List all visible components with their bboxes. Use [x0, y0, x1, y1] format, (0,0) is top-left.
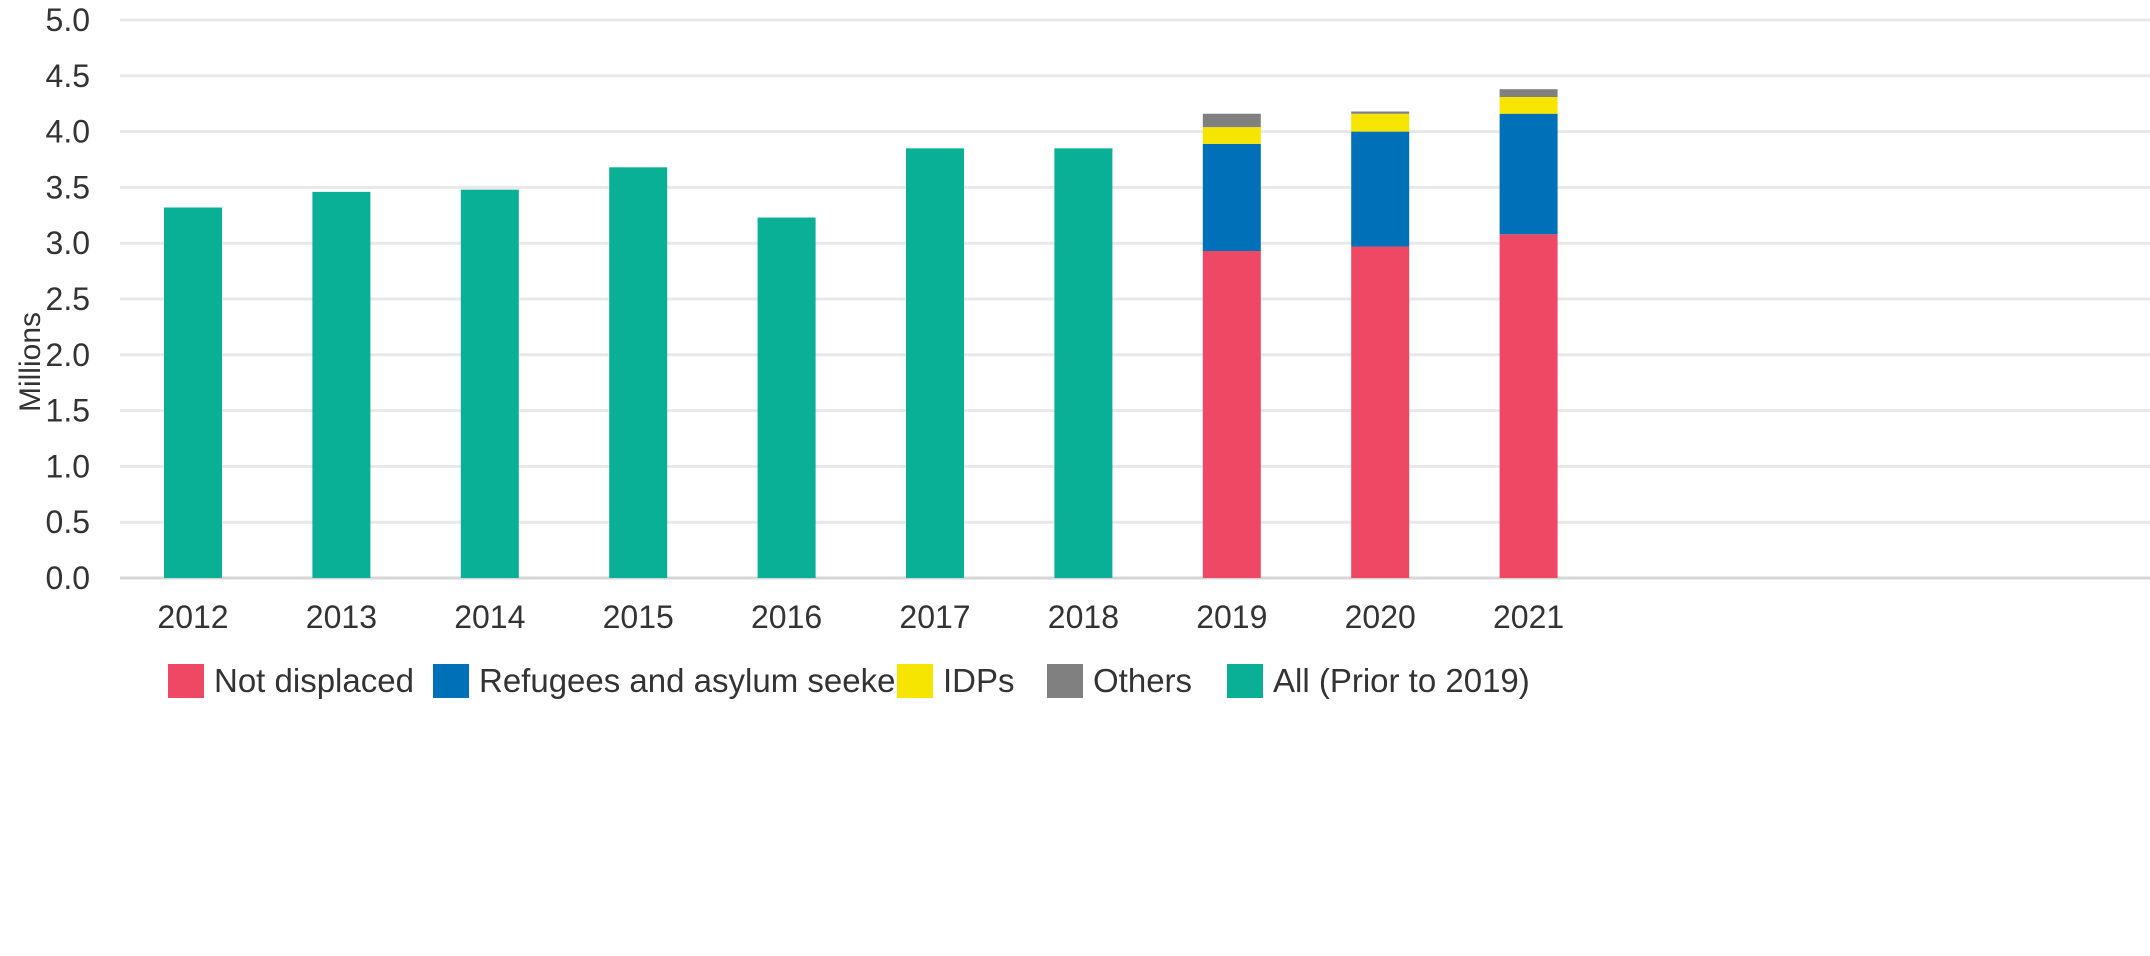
- y-axis-ticks: 0.0 0.5 1.0 1.5 2.0 2.5 3.0 3.5 4.0 4.5 5.0: [46, 2, 90, 596]
- x-tick-label: 2015: [603, 599, 674, 635]
- y-tick-label: 4.5: [46, 58, 90, 94]
- bar-segment: [312, 191, 371, 578]
- x-tick-label: 2020: [1345, 599, 1416, 635]
- bar-segment: [1499, 89, 1558, 98]
- bar-segment: [1499, 234, 1558, 578]
- legend-swatch: [433, 664, 469, 698]
- bar-segment: [906, 148, 964, 578]
- bar-segment: [1351, 111, 1410, 114]
- y-tick-label: 2.5: [46, 281, 90, 317]
- x-tick-label: 2019: [1196, 599, 1267, 635]
- x-tick-label: 2021: [1493, 599, 1564, 635]
- y-tick-label: 3.0: [46, 225, 90, 261]
- y-tick-label: 0.0: [46, 560, 90, 596]
- legend-swatch: [1047, 664, 1083, 698]
- y-tick-label: 0.5: [46, 504, 90, 540]
- bar-segment: [1499, 113, 1558, 235]
- bar-segment: [757, 217, 816, 579]
- legend: Not displaced Refugees and asylum seekers…: [168, 662, 1530, 699]
- legend-swatch: [1227, 664, 1263, 698]
- bar-segment: [1202, 251, 1261, 578]
- legend-label: All (Prior to 2019): [1273, 662, 1530, 699]
- bars: [164, 89, 1558, 579]
- bar-segment: [460, 189, 519, 578]
- bar-segment: [1054, 148, 1113, 578]
- x-tick-label: 2017: [899, 599, 970, 635]
- x-tick-label: 2014: [454, 599, 525, 635]
- bar-segment: [1202, 127, 1261, 144]
- legend-label: Not displaced: [214, 662, 414, 699]
- bar-segment: [1351, 113, 1410, 132]
- x-tick-label: 2018: [1048, 599, 1119, 635]
- x-tick-label: 2013: [306, 599, 377, 635]
- bar-segment: [1351, 246, 1410, 578]
- y-tick-label: 3.5: [46, 169, 90, 205]
- bar-segment: [164, 207, 222, 578]
- y-tick-label: 1.0: [46, 448, 90, 484]
- x-tick-label: 2012: [157, 599, 228, 635]
- y-tick-label: 4.0: [46, 114, 90, 150]
- bar-segment: [1351, 131, 1410, 247]
- bar-segment: [1202, 143, 1261, 252]
- legend-label: Others: [1093, 662, 1192, 699]
- bar-segment: [1202, 113, 1261, 128]
- bar-segment: [609, 167, 668, 578]
- y-tick-label: 1.5: [46, 393, 90, 429]
- y-axis-title: Millions: [14, 312, 47, 412]
- gridlines: [120, 18, 2150, 580]
- legend-swatch: [168, 664, 204, 698]
- legend-swatch: [897, 664, 933, 698]
- x-axis-ticks: 2012 2013 2014 2015 2016 2017 2018 2019 2020 2021: [157, 599, 1564, 635]
- legend-label: IDPs: [943, 662, 1015, 699]
- x-tick-label: 2016: [751, 599, 822, 635]
- y-tick-label: 2.0: [46, 337, 90, 373]
- bar-segment: [1499, 97, 1558, 114]
- legend-label: Refugees and asylum seekers: [479, 662, 923, 699]
- y-tick-label: 5.0: [46, 2, 90, 38]
